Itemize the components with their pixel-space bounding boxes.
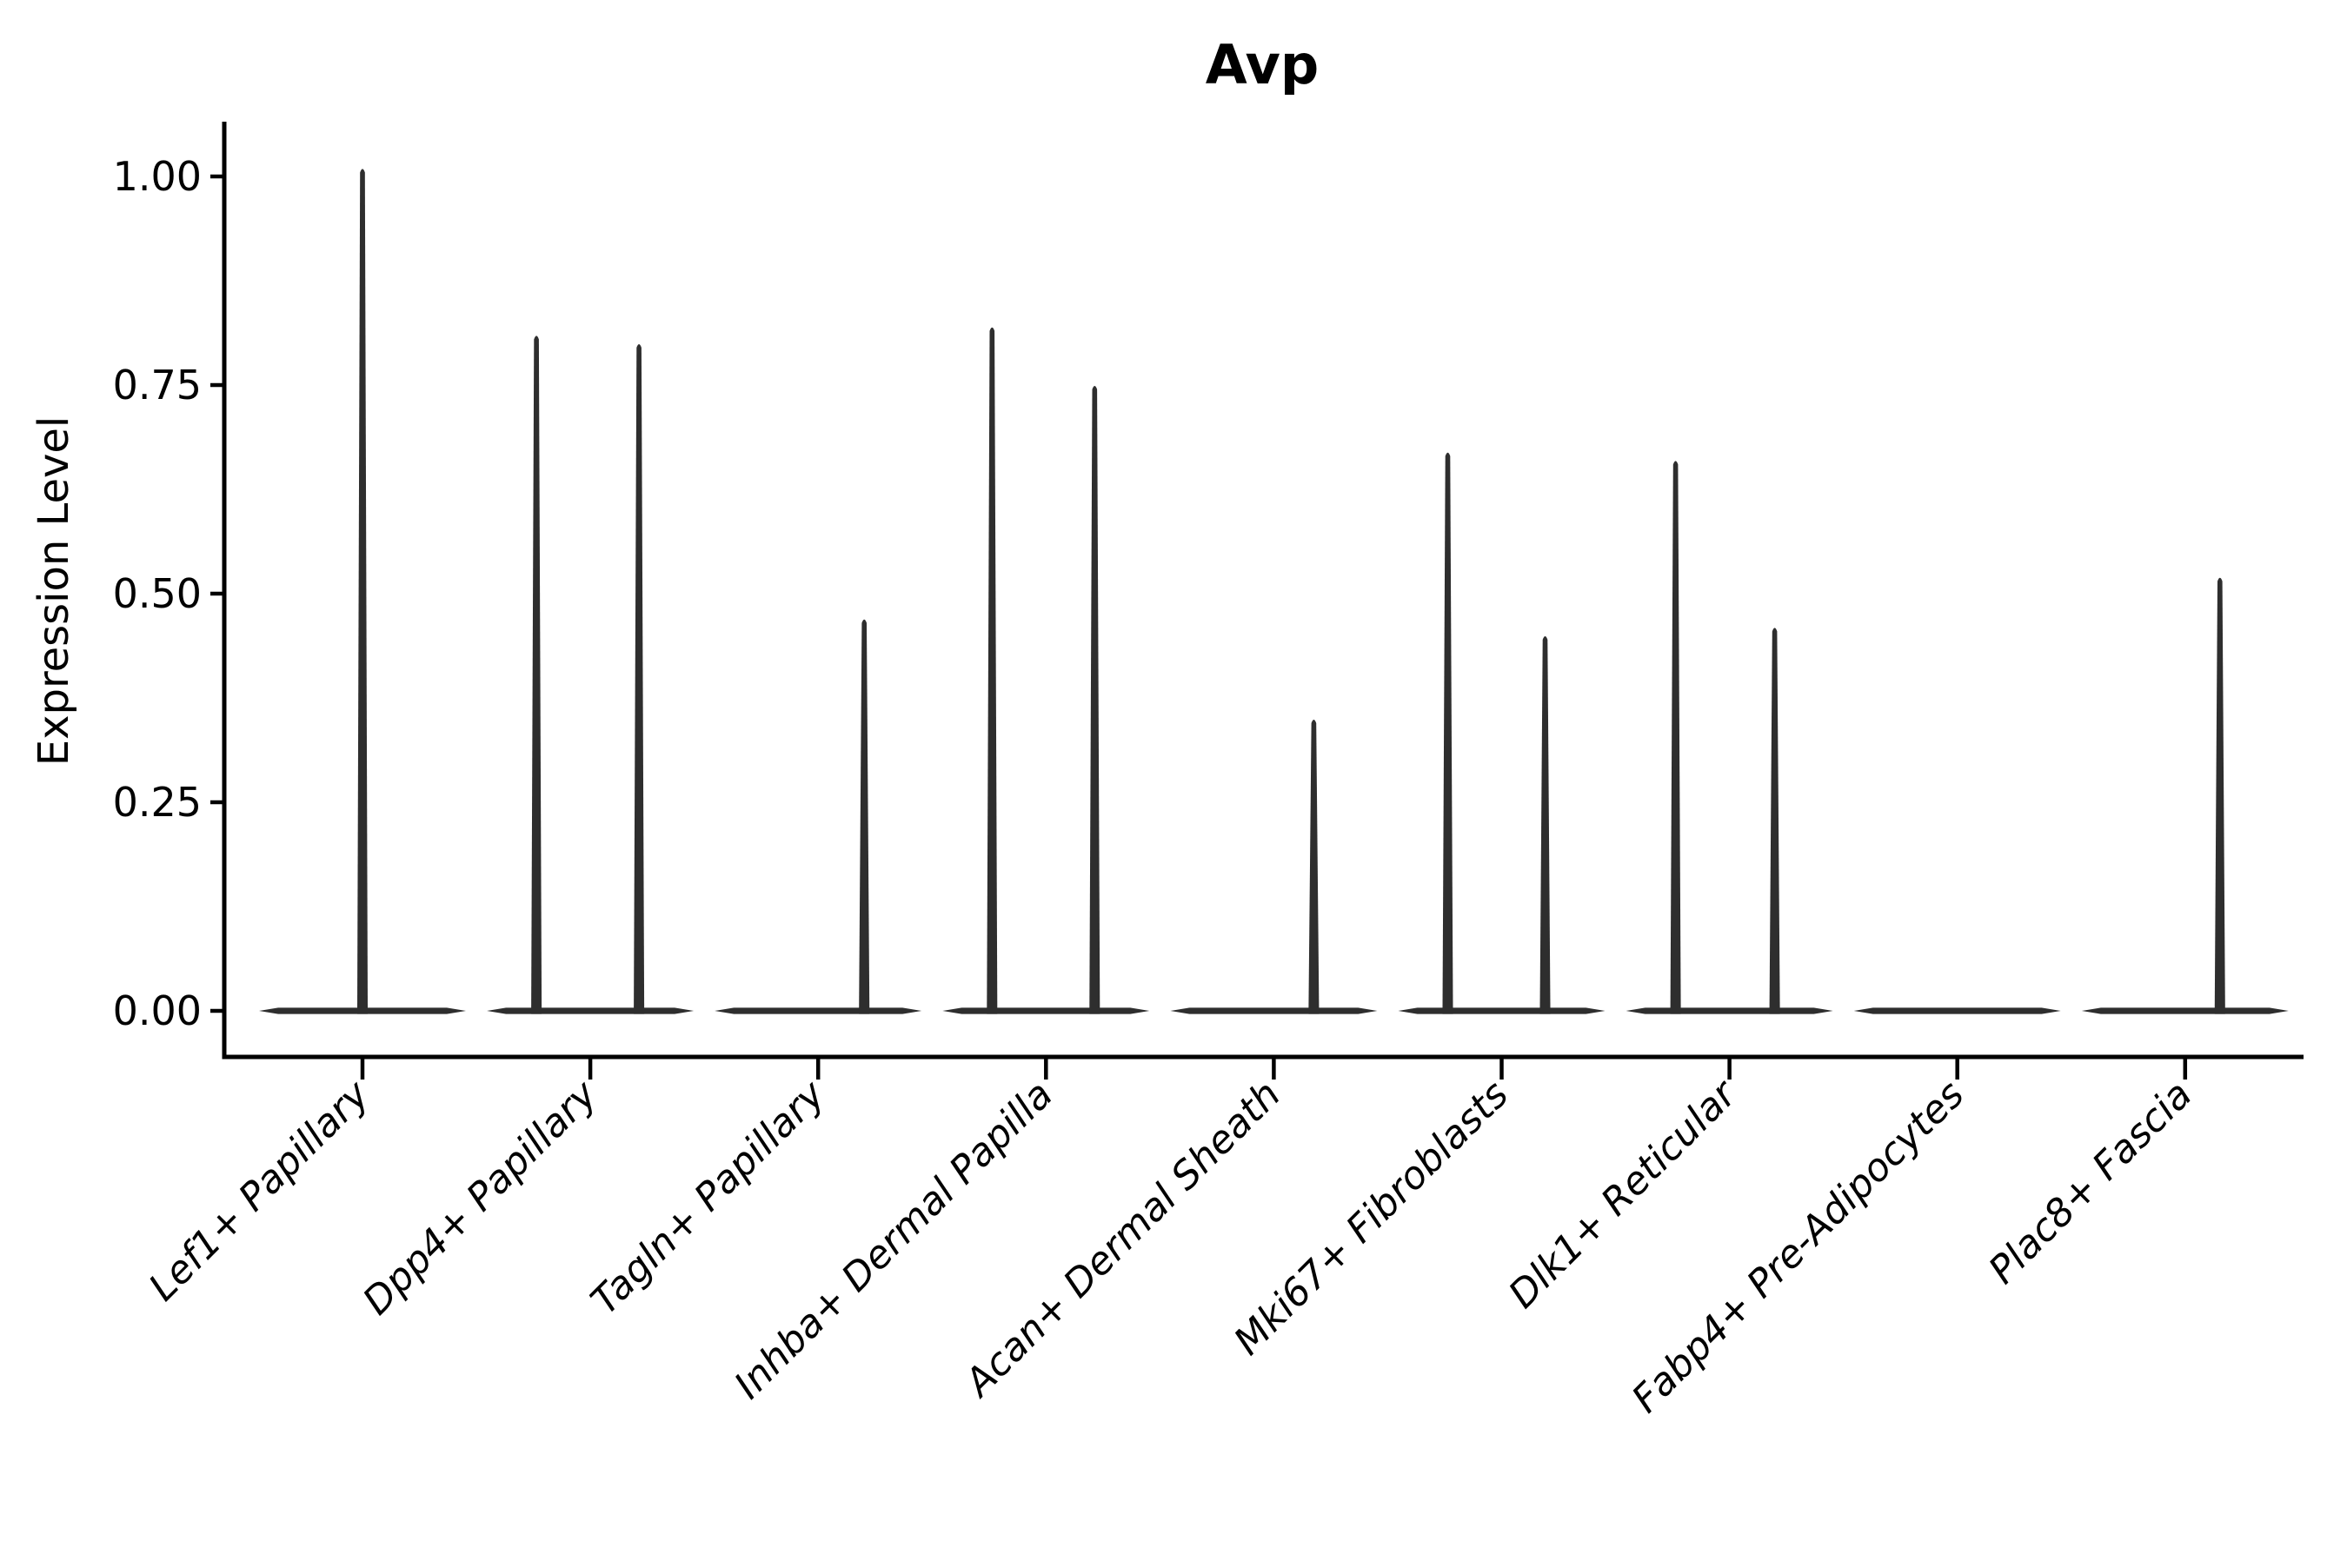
violin-baseline <box>1398 1007 1606 1014</box>
violin-spike <box>357 169 368 1014</box>
violin-baseline <box>1626 1007 1833 1014</box>
violin-baseline <box>942 1007 1150 1014</box>
y-tick-label: 0.75 <box>113 362 202 409</box>
y-tick-label: 1.00 <box>113 153 202 200</box>
violin-spike <box>859 619 870 1014</box>
violin-baseline <box>715 1007 922 1014</box>
violin-spike <box>1442 452 1453 1014</box>
violin-baseline <box>487 1007 695 1014</box>
plot-title: Avp <box>1206 33 1320 96</box>
violin-spike <box>1308 720 1320 1014</box>
violin-spike <box>1670 461 1681 1014</box>
violin-spike <box>987 327 998 1014</box>
violin-baseline <box>1170 1007 1378 1014</box>
violin-spike <box>2214 577 2225 1014</box>
violin-baseline <box>1853 1007 2061 1014</box>
y-tick-label: 0.50 <box>113 570 202 617</box>
violin-spike <box>634 344 645 1014</box>
violin-baseline <box>2081 1007 2289 1014</box>
y-axis-label: Expression Level <box>30 416 78 767</box>
violin-spike <box>1769 628 1780 1014</box>
violin-spike <box>1539 636 1551 1014</box>
y-tick-label: 0.25 <box>113 779 202 826</box>
violin-spike <box>531 336 542 1014</box>
y-tick-label: 0.00 <box>113 987 202 1034</box>
violin-spike <box>1089 386 1100 1014</box>
